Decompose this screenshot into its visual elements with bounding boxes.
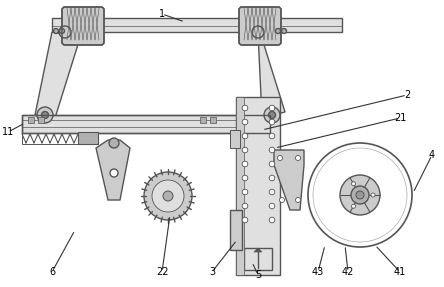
- Bar: [236, 97, 280, 275]
- Bar: [210, 117, 216, 123]
- Polygon shape: [274, 150, 304, 210]
- FancyBboxPatch shape: [239, 7, 281, 45]
- Circle shape: [242, 119, 248, 125]
- Circle shape: [53, 28, 59, 34]
- Bar: [200, 117, 206, 123]
- Circle shape: [269, 161, 275, 167]
- Circle shape: [269, 119, 275, 125]
- Circle shape: [269, 175, 275, 181]
- Text: 11: 11: [2, 127, 14, 137]
- Circle shape: [269, 189, 275, 195]
- Circle shape: [109, 138, 119, 148]
- FancyBboxPatch shape: [62, 7, 104, 45]
- Bar: [52, 18, 342, 32]
- Circle shape: [371, 193, 375, 197]
- Circle shape: [356, 191, 364, 199]
- Circle shape: [351, 186, 369, 204]
- Bar: [22, 115, 270, 133]
- Circle shape: [296, 197, 301, 203]
- Text: 42: 42: [342, 267, 354, 277]
- Polygon shape: [254, 248, 262, 252]
- Circle shape: [269, 105, 275, 111]
- Text: 4: 4: [429, 150, 435, 160]
- Bar: [78, 132, 98, 144]
- Circle shape: [242, 189, 248, 195]
- Circle shape: [242, 203, 248, 209]
- Circle shape: [269, 112, 275, 119]
- Circle shape: [242, 133, 248, 139]
- Bar: [230, 130, 240, 148]
- Circle shape: [242, 217, 248, 223]
- Text: 22: 22: [156, 267, 168, 277]
- Bar: [22, 132, 78, 144]
- Circle shape: [163, 191, 173, 201]
- Circle shape: [242, 105, 248, 111]
- Circle shape: [278, 156, 282, 160]
- Circle shape: [37, 107, 53, 123]
- Polygon shape: [96, 140, 130, 200]
- Text: 2: 2: [404, 90, 410, 100]
- Circle shape: [281, 28, 286, 34]
- Circle shape: [110, 169, 118, 177]
- Circle shape: [269, 147, 275, 153]
- Text: 3: 3: [209, 267, 215, 277]
- Circle shape: [242, 175, 248, 181]
- Polygon shape: [258, 32, 285, 118]
- Text: 5: 5: [255, 270, 261, 280]
- Circle shape: [352, 204, 356, 208]
- Text: 6: 6: [49, 267, 55, 277]
- Circle shape: [275, 28, 281, 34]
- Circle shape: [269, 217, 275, 223]
- Circle shape: [252, 26, 264, 38]
- Polygon shape: [35, 32, 80, 118]
- Circle shape: [59, 28, 64, 34]
- Text: 1: 1: [159, 9, 165, 19]
- Circle shape: [41, 112, 48, 119]
- Circle shape: [152, 180, 184, 212]
- Bar: [236, 97, 244, 275]
- Circle shape: [269, 203, 275, 209]
- Bar: [28, 117, 34, 123]
- Circle shape: [144, 172, 192, 220]
- Bar: [244, 248, 272, 270]
- Circle shape: [242, 147, 248, 153]
- Circle shape: [264, 107, 280, 123]
- Text: 41: 41: [394, 267, 406, 277]
- Circle shape: [296, 156, 301, 160]
- Bar: [38, 117, 44, 123]
- Text: 43: 43: [312, 267, 324, 277]
- Bar: [230, 210, 242, 250]
- Circle shape: [280, 197, 285, 203]
- Circle shape: [242, 161, 248, 167]
- Circle shape: [352, 182, 356, 186]
- Circle shape: [269, 133, 275, 139]
- Bar: [22, 115, 270, 133]
- Circle shape: [340, 175, 380, 215]
- Text: 21: 21: [394, 113, 406, 123]
- Circle shape: [59, 26, 71, 38]
